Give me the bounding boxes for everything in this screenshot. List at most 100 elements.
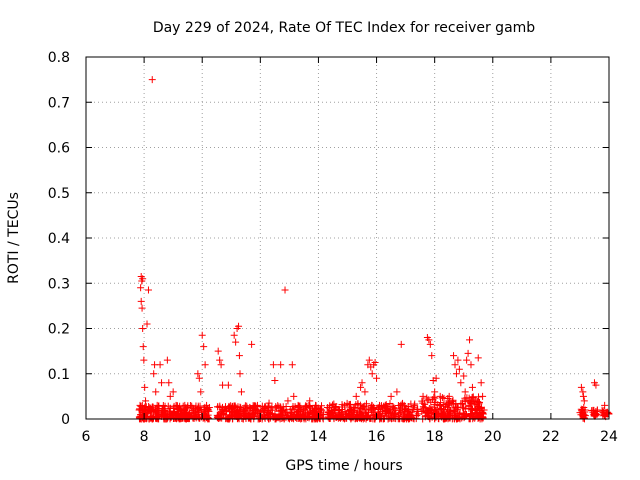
data-point <box>459 404 467 412</box>
data-point <box>317 406 325 414</box>
x-tick-label: 10 <box>193 429 211 445</box>
data-point <box>202 414 210 422</box>
data-point <box>137 410 145 418</box>
data-point <box>323 403 331 411</box>
data-point <box>201 361 209 369</box>
data-point <box>462 410 470 418</box>
data-point <box>144 286 152 294</box>
data-point <box>188 402 196 410</box>
x-axis-label: GPS time / hours <box>285 458 402 474</box>
data-point <box>281 286 289 294</box>
data-point <box>449 396 457 404</box>
data-point <box>362 400 370 408</box>
data-point <box>467 410 475 418</box>
data-point <box>290 405 298 413</box>
data-point <box>400 401 408 409</box>
data-point <box>139 325 147 332</box>
data-point <box>140 356 148 364</box>
data-point <box>158 379 166 387</box>
x-tick-label: 16 <box>368 429 386 445</box>
data-point <box>580 397 588 405</box>
data-point <box>347 405 355 413</box>
data-point <box>442 402 450 410</box>
data-point <box>176 406 184 414</box>
x-tick-label: 24 <box>600 429 618 445</box>
data-point <box>221 407 229 415</box>
y-tick-label: 0.7 <box>48 95 70 111</box>
data-point <box>395 407 403 415</box>
data-point <box>325 404 333 412</box>
data-point <box>165 379 173 387</box>
data-point <box>329 411 337 419</box>
data-point <box>599 412 607 420</box>
data-point <box>192 414 200 422</box>
data-point <box>237 388 245 396</box>
y-tick-label: 0.8 <box>48 50 70 66</box>
data-point <box>143 320 151 328</box>
data-point <box>396 405 404 413</box>
data-point <box>316 414 324 422</box>
data-point <box>436 401 444 409</box>
y-axis-ticks: 0 0.1 0.2 0.3 0.4 0.5 0.6 0.7 0.8 <box>48 50 609 428</box>
data-point <box>216 356 224 364</box>
data-point <box>153 401 161 409</box>
data-point <box>230 403 238 411</box>
x-tick-label: 14 <box>310 429 328 445</box>
data-point <box>474 354 482 362</box>
data-point <box>172 401 180 409</box>
data-point <box>440 394 448 402</box>
data-point <box>367 414 375 422</box>
data-point <box>285 414 293 422</box>
data-point <box>357 405 365 413</box>
data-point <box>364 409 372 417</box>
data-point <box>170 407 178 415</box>
data-point <box>258 402 266 410</box>
data-point <box>224 381 232 389</box>
data-point <box>283 408 291 416</box>
y-tick-label: 0.2 <box>48 322 70 338</box>
data-point <box>296 402 304 410</box>
data-point <box>137 297 145 305</box>
data-point <box>147 406 155 414</box>
data-point <box>346 406 354 414</box>
data-point <box>419 403 427 411</box>
data-point <box>300 406 308 414</box>
data-point <box>450 407 458 415</box>
data-point <box>298 410 306 418</box>
data-point <box>361 388 369 396</box>
data-point <box>247 405 255 413</box>
data-point <box>259 406 267 414</box>
data-point <box>269 361 277 369</box>
data-point <box>311 410 319 418</box>
data-point <box>232 338 240 346</box>
data-point <box>477 379 485 387</box>
data-point <box>581 406 589 414</box>
data-point <box>156 361 164 369</box>
data-point <box>452 370 460 378</box>
data-point <box>328 401 336 409</box>
data-point <box>466 336 474 344</box>
data-point <box>426 340 434 348</box>
y-tick-label: 0.1 <box>48 367 70 383</box>
data-point <box>471 397 479 405</box>
data-point <box>410 401 418 409</box>
data-point <box>200 343 208 351</box>
data-point <box>463 356 471 364</box>
data-point <box>214 347 222 355</box>
data-point <box>601 401 609 409</box>
data-point <box>150 370 158 378</box>
data-point <box>173 409 181 417</box>
data-point <box>312 401 320 409</box>
data-point <box>593 406 601 414</box>
data-point <box>397 340 405 348</box>
data-point <box>297 407 305 415</box>
x-tick-label: 6 <box>82 429 91 445</box>
data-point <box>142 397 150 405</box>
data-point <box>217 361 225 369</box>
data-point <box>277 361 285 369</box>
data-point <box>265 399 273 407</box>
y-tick-label: 0.6 <box>48 141 70 157</box>
data-point <box>450 352 458 360</box>
data-point <box>423 396 431 404</box>
data-point <box>268 406 276 414</box>
